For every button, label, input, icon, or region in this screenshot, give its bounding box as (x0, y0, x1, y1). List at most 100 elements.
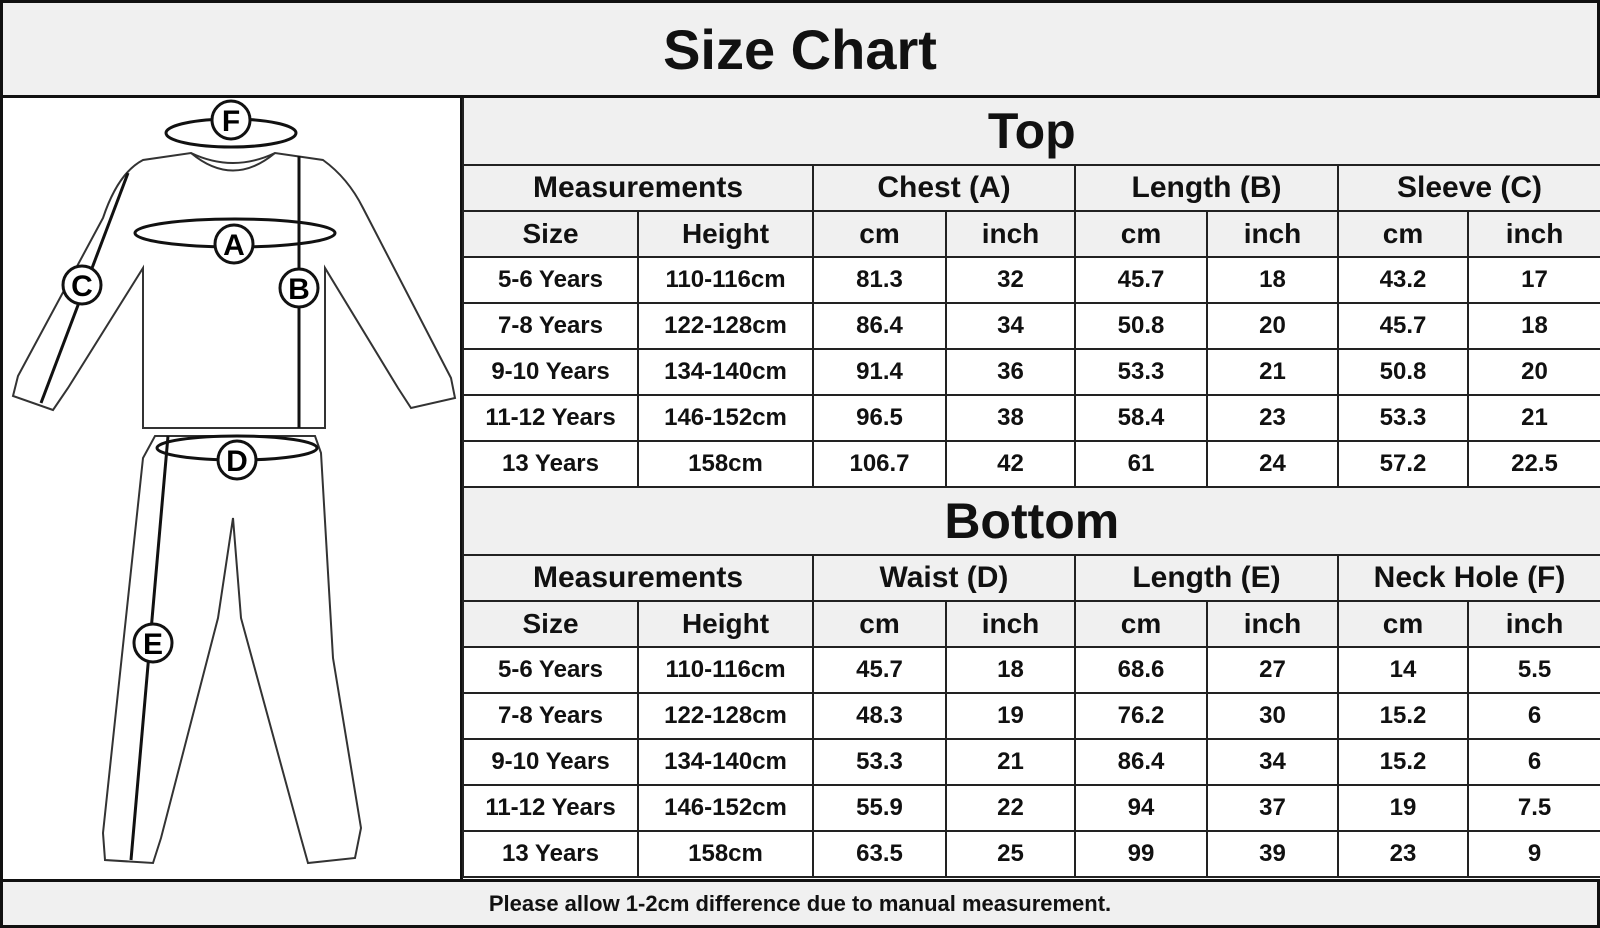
table-cell: 38 (945, 394, 1076, 442)
table-cell: 5.5 (1466, 646, 1600, 694)
bottom-group-header: Neck Hole (F) (1336, 554, 1600, 602)
top-column-header: inch (945, 210, 1076, 258)
table-cell: 45.7 (812, 646, 947, 694)
top-column-header: cm (1074, 210, 1208, 258)
table-cell: 21 (1206, 348, 1339, 396)
table-cell: 36 (945, 348, 1076, 396)
table-cell: 5-6 Years (462, 646, 639, 694)
label-f: F (222, 105, 240, 138)
table-cell: 23 (1206, 394, 1339, 442)
table-cell: 27 (1206, 646, 1339, 694)
top-column-header: inch (1466, 210, 1600, 258)
table-cell: 25 (945, 830, 1076, 878)
table-cell: 50.8 (1074, 302, 1208, 350)
table-cell: 43.2 (1337, 256, 1469, 304)
bottom-column-header: inch (1466, 600, 1600, 648)
table-cell: 22 (945, 784, 1076, 832)
label-d-marker: D (216, 439, 258, 481)
table-cell: 6 (1466, 692, 1600, 740)
label-a: A (223, 229, 245, 262)
bottom-column-header: Size (462, 600, 639, 648)
table-cell: 11-12 Years (462, 784, 639, 832)
table-cell: 34 (945, 302, 1076, 350)
table-cell: 23 (1337, 830, 1469, 878)
table-cell: 24 (1206, 440, 1339, 488)
table-cell: 50.8 (1337, 348, 1469, 396)
table-cell: 76.2 (1074, 692, 1208, 740)
table-cell: 18 (1466, 302, 1600, 350)
table-cell: 17 (1466, 256, 1600, 304)
table-cell: 110-116cm (637, 256, 814, 304)
top-size-table: Top Measurements Chest (A) Length (B) Sleeve… (461, 98, 1600, 488)
table-cell: 15.2 (1337, 738, 1469, 786)
table-cell: 13 Years (462, 830, 639, 878)
table-cell: 53.3 (1337, 394, 1469, 442)
table-row: 7-8 Years 122-128cm 86.4 34 50.8 20 45.7 18 (462, 302, 1600, 350)
table-cell: 146-152cm (637, 394, 814, 442)
table-cell: 37 (1206, 784, 1339, 832)
table-cell: 134-140cm (637, 738, 814, 786)
table-cell: 22.5 (1466, 440, 1600, 488)
table-cell: 9 (1466, 830, 1600, 878)
table-cell: 94 (1074, 784, 1208, 832)
label-e: E (143, 628, 163, 661)
top-group-header: Chest (A) (812, 164, 1076, 212)
table-row: 7-8 Years 122-128cm 48.3 19 76.2 30 15.2 6 (462, 692, 1600, 740)
pants-outline (101, 435, 363, 865)
table-cell: 19 (1337, 784, 1469, 832)
table-row: 11-12 Years 146-152cm 55.9 22 94 37 19 7.5 (462, 784, 1600, 832)
table-cell: 81.3 (812, 256, 947, 304)
table-row: 5-6 Years 110-116cm 45.7 18 68.6 27 14 5.5 (462, 646, 1600, 694)
table-cell: 96.5 (812, 394, 947, 442)
table-cell: 11-12 Years (462, 394, 639, 442)
label-c-marker: C (61, 264, 103, 306)
table-cell: 63.5 (812, 830, 947, 878)
table-cell: 122-128cm (637, 692, 814, 740)
table-cell: 30 (1206, 692, 1339, 740)
table-cell: 91.4 (812, 348, 947, 396)
table-cell: 20 (1206, 302, 1339, 350)
table-cell: 13 Years (462, 440, 639, 488)
top-group-header: Length (B) (1074, 164, 1339, 212)
label-b-marker: B (278, 267, 320, 309)
footer-note: Please allow 1-2cm difference due to man… (0, 879, 1600, 928)
bottom-column-header: cm (1074, 600, 1208, 648)
table-cell: 34 (1206, 738, 1339, 786)
label-e-marker: E (132, 622, 174, 664)
bottom-column-header: inch (1206, 600, 1339, 648)
table-cell: 86.4 (812, 302, 947, 350)
top-column-header: Size (462, 210, 639, 258)
table-cell: 48.3 (812, 692, 947, 740)
table-cell: 61 (1074, 440, 1208, 488)
table-cell: 6 (1466, 738, 1600, 786)
table-cell: 53.3 (1074, 348, 1208, 396)
bottom-group-header: Length (E) (1074, 554, 1339, 602)
label-c: C (71, 270, 93, 303)
table-cell: 21 (1466, 394, 1600, 442)
table-cell: 7-8 Years (462, 302, 639, 350)
table-cell: 45.7 (1337, 302, 1469, 350)
table-cell: 15.2 (1337, 692, 1469, 740)
table-cell: 158cm (637, 830, 814, 878)
table-cell: 7.5 (1466, 784, 1600, 832)
bottom-column-header: cm (812, 600, 947, 648)
table-cell: 55.9 (812, 784, 947, 832)
table-cell: 18 (945, 646, 1076, 694)
top-group-header: Measurements (462, 164, 814, 212)
label-f-marker: F (210, 99, 252, 141)
top-group-header: Sleeve (C) (1336, 164, 1600, 212)
table-cell: 110-116cm (637, 646, 814, 694)
table-cell: 58.4 (1074, 394, 1208, 442)
bottom-group-header: Measurements (462, 554, 814, 602)
top-column-header: cm (1337, 210, 1469, 258)
table-cell: 57.2 (1337, 440, 1469, 488)
table-cell: 14 (1337, 646, 1469, 694)
table-cell: 20 (1466, 348, 1600, 396)
table-cell: 158cm (637, 440, 814, 488)
table-cell: 7-8 Years (462, 692, 639, 740)
top-section-title: Top (461, 98, 1600, 166)
label-a-marker: A (213, 223, 255, 265)
bottom-section-title: Bottom (461, 488, 1600, 556)
table-cell: 21 (945, 738, 1076, 786)
bottom-size-table: Bottom Measurements Waist (D) Length (E) Nec… (461, 488, 1600, 878)
